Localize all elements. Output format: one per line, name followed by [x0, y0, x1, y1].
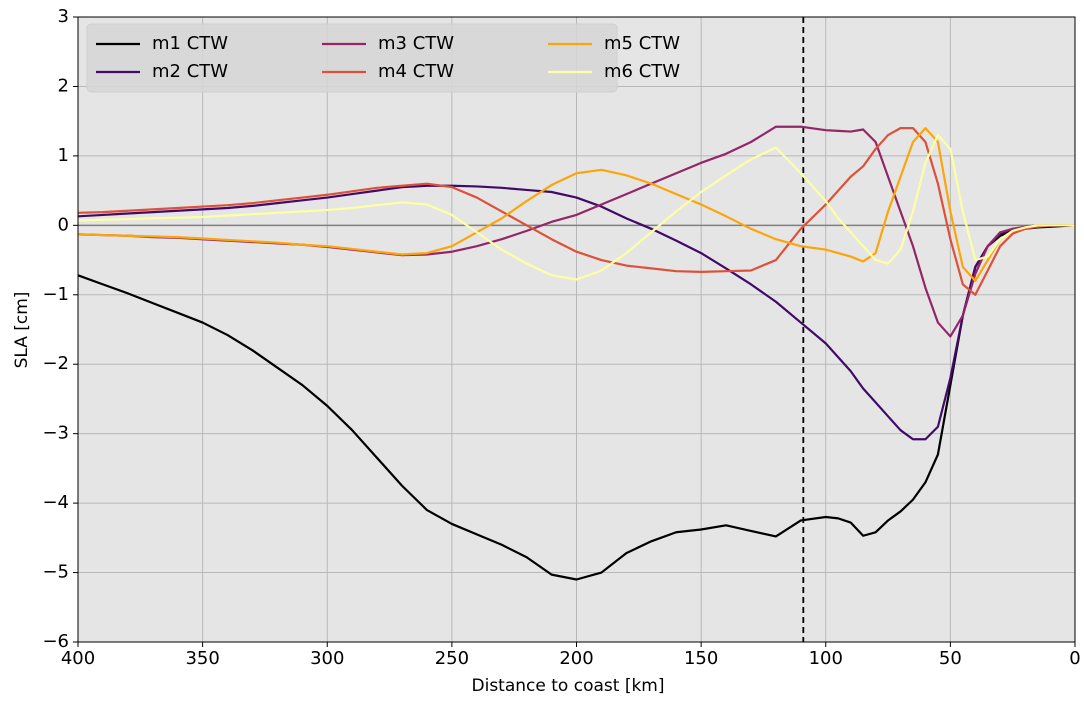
- legend-label: m2 CTW: [152, 61, 228, 82]
- series-line: [77, 184, 1075, 441]
- legend-label: m1 CTW: [152, 33, 228, 54]
- x-tick-label: 150: [684, 648, 718, 669]
- y-tick-label: 3: [58, 6, 69, 27]
- y-tick-label: −4: [42, 492, 69, 513]
- y-axis-label: SLA [cm]: [12, 292, 32, 369]
- y-tick-label: −3: [42, 423, 69, 444]
- x-tick-label: 400: [61, 648, 95, 669]
- x-tick-label: 300: [310, 648, 344, 669]
- y-tick-label: −2: [42, 353, 69, 374]
- y-tick-label: −6: [42, 631, 69, 652]
- x-tick-label: 100: [809, 648, 843, 669]
- x-tick-label: 350: [185, 648, 219, 669]
- x-tick-label: 250: [435, 648, 469, 669]
- legend-box: [86, 23, 618, 93]
- y-tick-label: 2: [58, 75, 69, 96]
- series-line: [77, 133, 1075, 281]
- series-line: [77, 127, 1075, 296]
- y-tick-label: −1: [42, 284, 69, 305]
- x-tick-label: 0: [1069, 648, 1080, 669]
- legend-label: m6 CTW: [604, 61, 680, 82]
- frame: [77, 16, 1076, 643]
- legend-label: m3 CTW: [378, 33, 454, 54]
- legend: m1 CTW m2 CTW m3 CTW m4 CTW m5 CTW m6 CTW: [86, 23, 680, 93]
- x-axis-label: Distance to coast [km]: [472, 676, 665, 696]
- legend-label: m4 CTW: [378, 61, 454, 82]
- y-tick-label: 0: [58, 214, 69, 235]
- x-tick-label: 200: [559, 648, 593, 669]
- y-tick-label: −5: [42, 562, 69, 583]
- legend-label: m5 CTW: [604, 33, 680, 54]
- y-tick-label: 1: [58, 145, 69, 166]
- x-tick-label: 50: [939, 648, 962, 669]
- series-line: [77, 127, 1075, 282]
